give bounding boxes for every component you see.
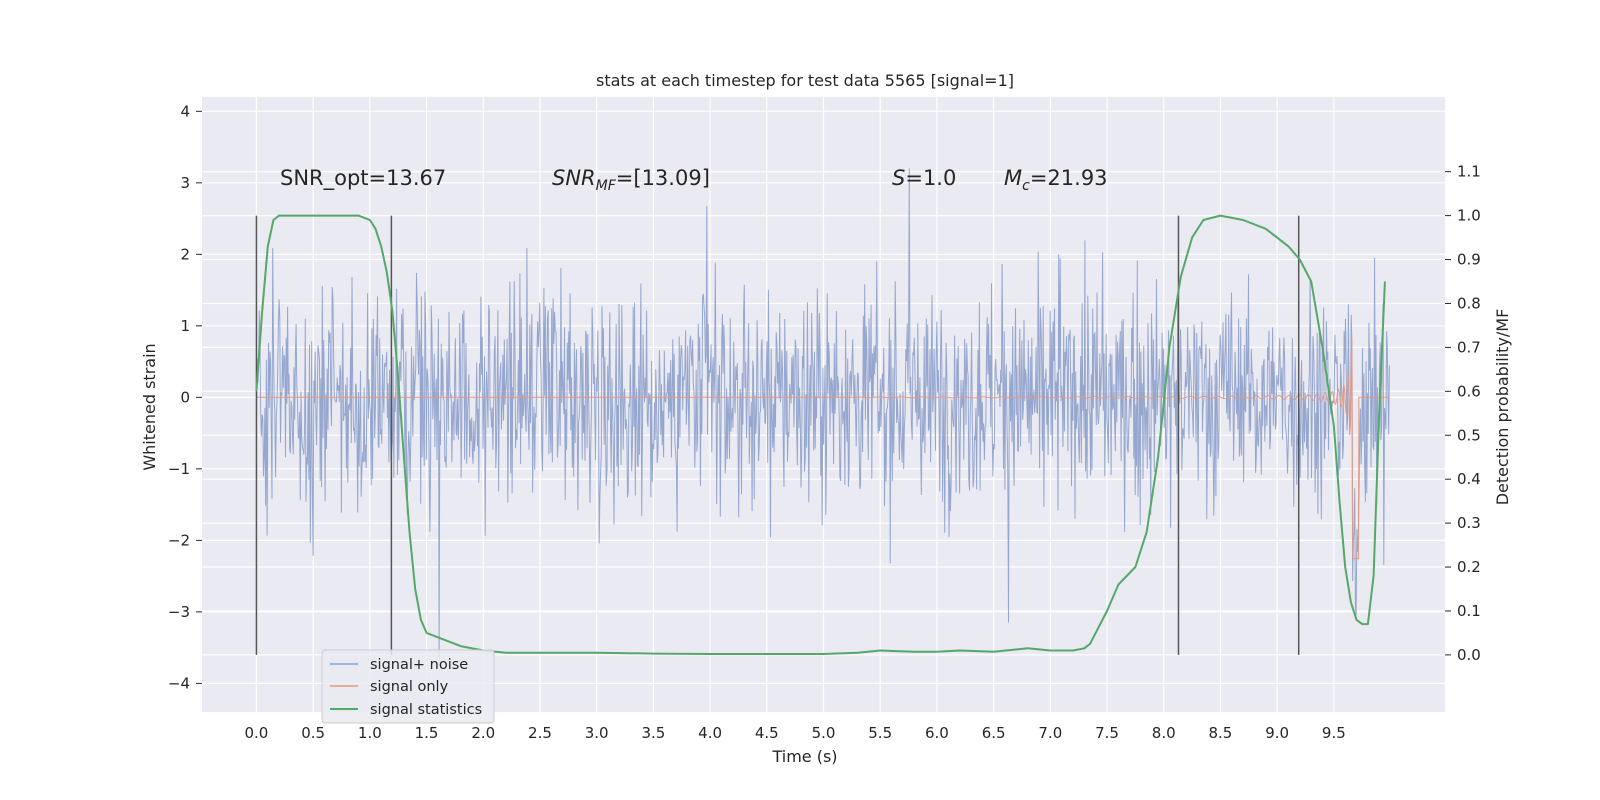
x-tick-label: 3.0: [585, 724, 609, 742]
x-tick-label: 4.5: [755, 724, 779, 742]
x-tick-label: 0.5: [301, 724, 325, 742]
annotation-mc-sub: c: [1022, 178, 1030, 194]
x-axis-label: Time (s): [771, 747, 837, 766]
y-tick-label: −3: [168, 603, 190, 621]
y2-tick-label: 0.4: [1457, 470, 1481, 488]
annotation-s-label: S: [892, 166, 905, 190]
legend-label-signal: signal only: [370, 679, 449, 695]
y2-tick-label: 0.3: [1457, 514, 1481, 532]
y2-tick-label: 0.9: [1457, 251, 1481, 269]
x-tick-label: 1.5: [415, 724, 439, 742]
y2-tick-label: 0.7: [1457, 338, 1481, 356]
y2-tick-label: 0.1: [1457, 602, 1481, 620]
y-tick-label: 1: [180, 317, 190, 335]
x-tick-label: 2.5: [528, 724, 552, 742]
x-tick-label: 2.0: [471, 724, 495, 742]
statistics-line: [255, 214, 1386, 655]
y2-tick-label: 0.0: [1457, 646, 1481, 664]
annotation-mc-label: M: [1004, 166, 1022, 190]
y-tick-label: −2: [168, 531, 190, 549]
y-axis-label: Whitened strain: [140, 343, 159, 470]
x-tick-label: 9.0: [1265, 724, 1289, 742]
x-tick-label: 3.5: [641, 724, 665, 742]
annotation-mc: Mc=21.93: [1004, 166, 1108, 194]
y-tick-label: 2: [180, 245, 190, 263]
y-tick-label: −1: [168, 460, 190, 478]
x-tick-label: 6.5: [982, 724, 1006, 742]
annotation-snr-mf: SNRMF=[13.09]: [552, 166, 710, 194]
noise-line: [255, 168, 1390, 662]
series-signal-statistics: [255, 214, 1386, 655]
annotation-snr-mf-sub: MF: [596, 178, 617, 194]
legend-box: [321, 649, 495, 724]
y2-tick-label: 1.0: [1457, 207, 1481, 225]
x-tick-label: 7.5: [1095, 724, 1119, 742]
y-tick-label: 0: [180, 388, 190, 406]
y-axis-ticks: 4 3 2 1 0 −1 −2 −3 −4: [168, 102, 202, 692]
y2-tick-label: 0.5: [1457, 426, 1481, 444]
x-tick-label: 1.0: [358, 724, 382, 742]
y-tick-label: 4: [180, 102, 190, 120]
annotation-snr-opt: SNR_opt=13.67: [280, 166, 446, 191]
annotation-snr-mf-label: SNR: [552, 166, 596, 190]
annotation-s: S=1.0: [892, 166, 956, 190]
chart-title: stats at each timestep for test data 556…: [596, 71, 1014, 90]
y-tick-label: −4: [168, 674, 190, 692]
y2-tick-label: 1.1: [1457, 163, 1481, 181]
y2-axis-label: Detection probability/MF: [1493, 309, 1512, 506]
x-tick-label: 8.0: [1152, 724, 1176, 742]
y2-axis-ticks: 0.0 0.1 0.2 0.3 0.4 0.5 0.6 0.7 0.8 0.9 1.0 1.1: [1445, 163, 1481, 664]
signal-line: [256, 336, 1390, 560]
annotation-mc-value: =21.93: [1030, 166, 1108, 190]
y2-tick-label: 0.8: [1457, 294, 1481, 312]
x-tick-label: 4.0: [698, 724, 722, 742]
legend-label-stats: signal statistics: [370, 702, 482, 718]
x-tick-label: 7.0: [1038, 724, 1062, 742]
x-tick-label: 5.0: [812, 724, 836, 742]
x-axis-ticks: 0.0 0.5 1.0 1.5 2.0 2.5 3.0 3.5 4.0 4.5 5.0 5.5 6.0 6…: [245, 724, 1346, 742]
x-tick-label: 6.0: [925, 724, 949, 742]
x-tick-label: 0.0: [245, 724, 269, 742]
x-tick-label: 8.5: [1209, 724, 1233, 742]
y2-tick-label: 0.6: [1457, 382, 1481, 400]
series-signal-plus-noise: [255, 168, 1390, 662]
annotation-snr-mf-value: =[13.09]: [616, 166, 710, 190]
legend: signal+ noise signal only signal statist…: [321, 649, 495, 724]
legend-label-noise: signal+ noise: [370, 657, 468, 673]
x-tick-label: 5.5: [868, 724, 892, 742]
y-tick-label: 3: [180, 174, 190, 192]
series-signal-only: [256, 336, 1390, 560]
y2-tick-label: 0.2: [1457, 558, 1481, 576]
x-tick-label: 9.5: [1322, 724, 1346, 742]
annotation-s-value: =1.0: [905, 166, 956, 190]
